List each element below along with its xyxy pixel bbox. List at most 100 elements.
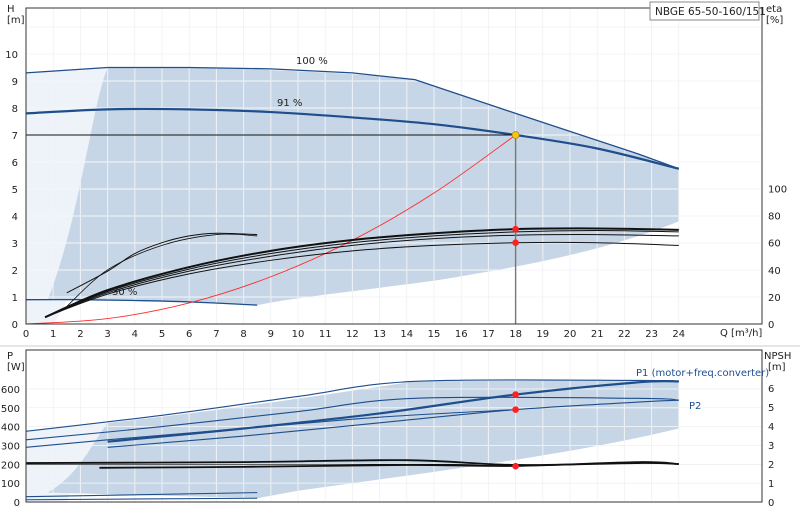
npsh-tick-label: 3 [768, 441, 774, 452]
low-speed-region [26, 67, 108, 324]
y-left-tick-label: 9 [12, 77, 18, 88]
top-y-left-label: H [7, 4, 15, 15]
bottom-y-right-label: NPSH [764, 351, 791, 362]
efficiency-curve-30 [66, 233, 258, 307]
x-tick-label: 3 [104, 329, 110, 340]
x-tick-label: 19 [536, 329, 549, 340]
x-tick-label: 6 [186, 329, 192, 340]
duty-point [511, 131, 520, 139]
x-tick-label: 21 [591, 329, 604, 340]
chart-title: NBGE 65-50-160/151 [655, 6, 766, 18]
y-left-tick-label: 5 [12, 185, 18, 196]
power-curve [25, 409, 516, 448]
y-left-tick-label: 2 [12, 266, 18, 277]
x-tick-label: 10 [292, 329, 305, 340]
power-tick-label: 100 [1, 479, 20, 490]
efficiency-point [512, 239, 519, 246]
y-left-tick-label: 6 [12, 158, 18, 169]
npsh-tick-label: 0 [768, 498, 774, 509]
y-left-tick-label: 8 [12, 104, 18, 115]
x-tick-label: 9 [268, 329, 274, 340]
y-right-tick-label: 60 [768, 239, 781, 250]
y-left-tick-label: 1 [12, 293, 18, 304]
npsh-curve [25, 459, 679, 466]
power-tick-label: 400 [1, 423, 20, 434]
x-tick-label: 23 [645, 329, 658, 340]
series-label-p1: P1 (motor+freq.converter) [636, 368, 769, 379]
x-tick-label: 18 [509, 329, 522, 340]
power-curve [25, 396, 679, 441]
top-plot-frame [25, 7, 763, 325]
bottom-y-right-unit: [m] [768, 362, 786, 373]
x-tick-label: 15 [428, 329, 441, 340]
y-right-tick-label: 20 [768, 293, 781, 304]
bottom-curves [25, 379, 679, 501]
bottom-y-left-label: P [7, 351, 13, 362]
x-tick-label: 22 [618, 329, 631, 340]
x-axis-label: Q [m³/h] [720, 328, 762, 339]
x-tick-label: 4 [132, 329, 138, 340]
top-curves [25, 66, 680, 325]
speed-label-100: 100 % [296, 56, 328, 67]
x-tick-label: 13 [373, 329, 386, 340]
top-y-right-label: eta [766, 4, 782, 15]
speed-label-30: 30 % [112, 287, 137, 298]
power-tick-label: 500 [1, 404, 20, 415]
y-right-tick-label: 40 [768, 266, 781, 277]
power-tick-label: 600 [1, 385, 20, 396]
x-tick-label: 24 [672, 329, 685, 340]
power-tick-label: 0 [14, 498, 20, 509]
npsh-tick-label: 4 [768, 422, 774, 433]
power-point [512, 391, 519, 398]
npsh-tick-label: 2 [768, 460, 774, 471]
y-left-tick-label: 0 [12, 320, 18, 331]
x-tick-label: 20 [564, 329, 577, 340]
y-right-tick-label: 80 [768, 212, 781, 223]
x-tick-label: 16 [455, 329, 468, 340]
y-left-tick-label: 10 [5, 50, 18, 61]
system-curve [25, 134, 516, 325]
y-left-tick-label: 4 [12, 212, 18, 223]
axes [0, 7, 800, 503]
power-point [512, 462, 519, 470]
x-tick-label: 17 [482, 329, 495, 340]
operating-range-band-top [26, 67, 679, 324]
npsh-tick-label: 6 [768, 384, 774, 395]
power-point [512, 406, 519, 413]
power-curve [25, 497, 258, 501]
y-left-tick-label: 3 [12, 239, 18, 250]
efficiency-curve [44, 230, 679, 318]
x-tick-label: 1 [50, 329, 56, 340]
efficiency-curve [66, 232, 258, 294]
x-tick-label: 2 [77, 329, 83, 340]
title-box [649, 1, 760, 21]
speed-label-91: 91 % [277, 98, 302, 109]
power-tick-label: 300 [1, 441, 20, 452]
x-tick-label: 11 [319, 329, 332, 340]
tick-labels: 0 1 2 3 4 5 6 7 8 9 10 11 12 13 14 15 16 17 18 19 20 21 22 23 24… [1, 50, 787, 509]
power-curve [107, 399, 679, 448]
y-right-tick-label: 100 [768, 185, 787, 196]
efficiency-point [512, 225, 519, 233]
series-label-p2: P2 [689, 401, 701, 412]
marks [511, 131, 520, 470]
top-y-right-unit: [%] [766, 15, 783, 26]
power-curve [25, 492, 258, 498]
bottom-plot-frame [25, 349, 763, 503]
head-curve [25, 298, 258, 306]
efficiency-curve [44, 227, 679, 319]
efficiency-curve [44, 234, 679, 318]
x-tick-label: 5 [159, 329, 165, 340]
power-curve [25, 379, 679, 432]
y-right-tick-label: 0 [768, 320, 774, 331]
x-tick-label: 14 [400, 329, 413, 340]
head-curve [25, 107, 680, 170]
x-tick-label: 12 [346, 329, 359, 340]
head-curve-100 [25, 66, 680, 170]
power-tick-label: 200 [1, 460, 20, 471]
npsh-curve [99, 461, 679, 469]
top-y-left-unit: [m] [7, 15, 25, 26]
npsh-tick-label: 1 [768, 479, 774, 490]
npsh-tick-label: 5 [768, 403, 774, 414]
